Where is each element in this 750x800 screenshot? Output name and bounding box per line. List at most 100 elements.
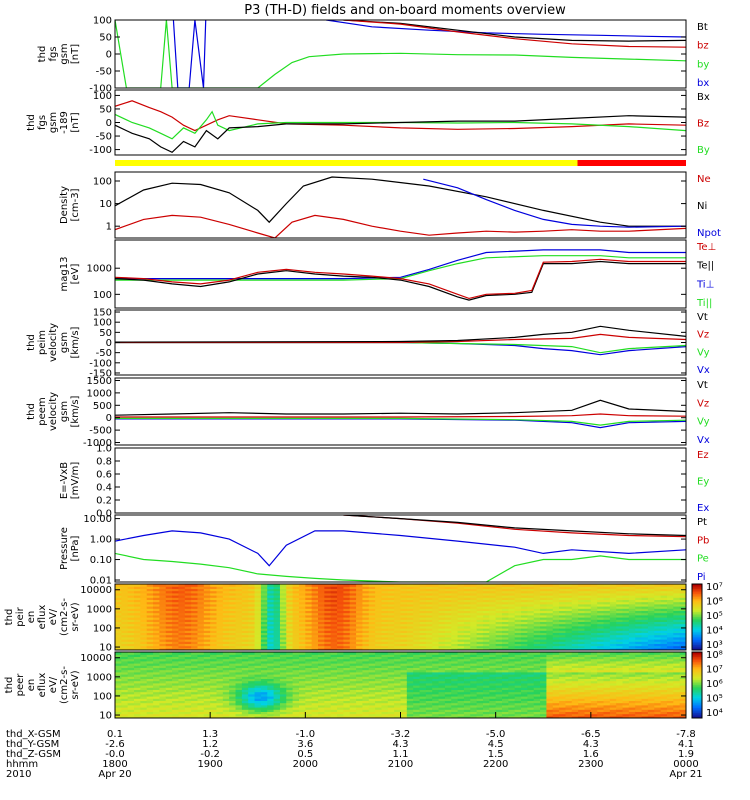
heatmap-cell xyxy=(222,693,230,697)
heatmap-cell xyxy=(489,586,497,589)
heatmap-cell xyxy=(457,696,465,699)
heatmap-cell xyxy=(502,641,509,644)
heatmap-cell xyxy=(521,610,528,614)
heatmap-cell xyxy=(229,599,237,603)
heatmap-cell xyxy=(635,614,643,618)
heatmap-cell xyxy=(146,643,154,647)
heatmap-cell xyxy=(552,588,560,592)
heatmap-cell xyxy=(578,619,586,622)
heatmap-cell xyxy=(356,634,364,638)
colorbar-swatch xyxy=(692,603,702,606)
series-fgs-189 xyxy=(115,100,686,154)
heatmap-cell xyxy=(318,617,325,620)
heatmap-cell xyxy=(679,599,686,603)
heatmap-cell xyxy=(165,584,173,587)
heatmap-cell xyxy=(273,660,281,664)
heatmap-cell xyxy=(159,636,167,640)
heatmap-cell xyxy=(394,621,402,625)
heatmap-cell xyxy=(273,625,281,629)
heatmap-cell xyxy=(463,617,471,620)
heatmap-cell xyxy=(330,617,338,620)
heatmap-cell xyxy=(337,619,344,622)
heatmap-cell xyxy=(419,707,427,710)
heatmap-cell xyxy=(444,601,452,605)
y-axis-label: peim xyxy=(37,330,48,355)
heatmap-cell xyxy=(647,608,655,611)
heatmap-cell xyxy=(457,663,465,666)
heatmap-cell xyxy=(508,676,516,679)
heatmap-cell xyxy=(286,619,294,622)
heatmap-cell xyxy=(159,643,167,647)
heatmap-cell xyxy=(432,702,440,706)
heatmap-cell xyxy=(356,698,364,701)
heatmap-cell xyxy=(279,678,287,682)
heatmap-cell xyxy=(432,707,440,710)
heatmap-cell xyxy=(134,707,141,710)
heatmap-cell xyxy=(425,693,433,697)
heatmap-cell xyxy=(229,707,237,710)
heatmap-cell xyxy=(305,652,313,655)
heatmap-cell xyxy=(368,636,376,640)
heatmap-cell xyxy=(425,623,433,627)
heatmap-cell xyxy=(597,623,605,627)
heatmap-cell xyxy=(432,674,440,677)
heatmap-cell xyxy=(178,682,186,686)
heatmap-cell xyxy=(146,652,154,655)
heatmap-cell xyxy=(286,584,294,587)
heatmap-cell xyxy=(140,632,148,636)
heatmap-cell xyxy=(159,654,167,657)
heatmap-cell xyxy=(533,667,541,671)
heatmap-cell xyxy=(470,660,478,664)
heatmap-cell xyxy=(616,614,624,618)
heatmap-cell xyxy=(590,595,598,598)
heatmap-cell xyxy=(286,698,294,701)
heatmap-cell xyxy=(482,702,490,706)
heatmap-cell xyxy=(508,713,516,717)
heatmap-cell xyxy=(603,599,611,603)
heatmap-cell xyxy=(482,652,490,655)
heatmap-cell xyxy=(165,685,173,688)
heatmap-cell xyxy=(635,584,643,587)
heatmap-cell xyxy=(508,608,516,611)
heatmap-cell xyxy=(134,612,141,616)
heatmap-cell xyxy=(273,693,281,697)
heatmap-cell xyxy=(476,601,484,605)
heatmap-cell xyxy=(362,654,370,657)
heatmap-cell xyxy=(134,696,141,699)
heatmap-cell xyxy=(463,632,471,636)
heatmap-cell xyxy=(146,628,154,631)
heatmap-cell xyxy=(279,614,287,618)
heatmap-cell xyxy=(432,696,440,699)
heatmap-cell xyxy=(622,634,630,638)
heatmap-cell xyxy=(571,623,579,627)
heatmap-cell xyxy=(121,603,129,607)
heatmap-cell xyxy=(248,671,256,675)
heatmap-cell xyxy=(235,595,243,598)
heatmap-cell xyxy=(153,632,161,636)
heatmap-cell xyxy=(146,707,154,710)
heatmap-cell xyxy=(387,625,395,629)
heatmap-cell xyxy=(279,667,287,671)
heatmap-cell xyxy=(508,595,516,598)
heatmap-cell xyxy=(559,595,567,598)
heatmap-cell xyxy=(457,645,465,649)
heatmap-cell xyxy=(197,689,205,693)
heatmap-cell xyxy=(318,700,325,704)
heatmap-cell xyxy=(343,713,351,717)
heatmap-cell xyxy=(172,704,180,708)
y-tick-label: 1000 xyxy=(87,264,112,275)
heatmap-cell xyxy=(165,588,173,592)
heatmap-cell xyxy=(508,687,516,690)
heatmap-cell xyxy=(140,687,148,690)
heatmap-cell xyxy=(533,643,541,647)
heatmap-cell xyxy=(362,671,370,675)
heatmap-cell xyxy=(406,647,414,650)
heatmap-cell xyxy=(400,634,408,638)
heatmap-cell xyxy=(660,603,668,607)
heatmap-cell xyxy=(571,597,579,600)
heatmap-cell xyxy=(406,696,414,699)
heatmap-cell xyxy=(444,682,452,686)
heatmap-cell xyxy=(311,617,319,620)
heatmap-cell xyxy=(419,671,427,675)
heatmap-cell xyxy=(292,674,300,677)
